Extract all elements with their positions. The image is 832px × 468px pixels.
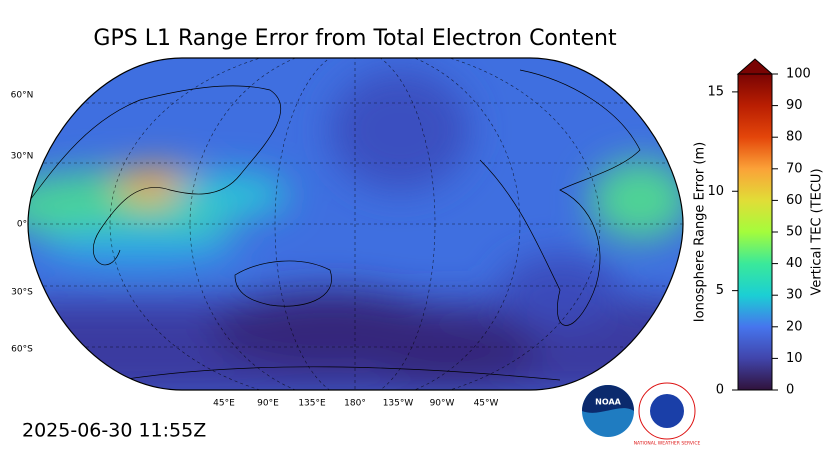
nws-text: NATIONAL WEATHER SERVICE (634, 441, 701, 447)
left-tick-label: 0 (716, 383, 724, 398)
right-tick-label: 100 (786, 67, 811, 82)
map (28, 58, 683, 390)
lat-label: 0° (17, 220, 27, 230)
right-tick-label: 30 (786, 288, 803, 303)
noaa-text: NOAA (595, 398, 621, 407)
colorbar-extend (736, 58, 774, 75)
right-tick-label: 50 (786, 225, 803, 240)
left-tick-label: 5 (716, 283, 724, 298)
right-tick-label: 0 (786, 383, 794, 398)
colorbar (737, 73, 773, 391)
timestamp: 2025-06-30 11:55Z (22, 420, 206, 442)
lon-label: 135°W (383, 399, 414, 409)
lon-label: 180° (344, 399, 366, 409)
right-tick-label: 70 (786, 161, 803, 176)
lon-label: 90°E (257, 399, 279, 409)
left-tick-label: 10 (707, 184, 724, 199)
right-tick-label: 60 (786, 193, 803, 208)
lat-label: 30°N (11, 152, 34, 162)
title: GPS L1 Range Error from Total Electron C… (93, 26, 617, 51)
colorbar-left-label: Ionosphere Range Error (m) (693, 142, 708, 322)
right-tick-label: 90 (786, 98, 803, 113)
lon-label: 135°E (298, 399, 326, 409)
lon-label: 90°W (430, 399, 455, 409)
noaa-logo: NOAA (582, 385, 634, 437)
nws-logo: NATIONAL WEATHER SERVICE (634, 382, 701, 447)
lon-label: 45°W (474, 399, 499, 409)
lat-label: 60°S (11, 345, 33, 355)
lat-label: 60°N (11, 91, 34, 101)
colorbar-right-label: Vertical TEC (TECU) (810, 168, 825, 295)
right-tick-label: 80 (786, 130, 803, 145)
lon-label: 45°E (213, 399, 235, 409)
lat-label: 30°S (11, 288, 33, 298)
right-tick-label: 10 (786, 351, 803, 366)
map-border (27, 57, 684, 391)
right-tick-label: 20 (786, 319, 803, 334)
right-tick-label: 40 (786, 256, 803, 271)
left-tick-label: 15 (707, 84, 724, 99)
